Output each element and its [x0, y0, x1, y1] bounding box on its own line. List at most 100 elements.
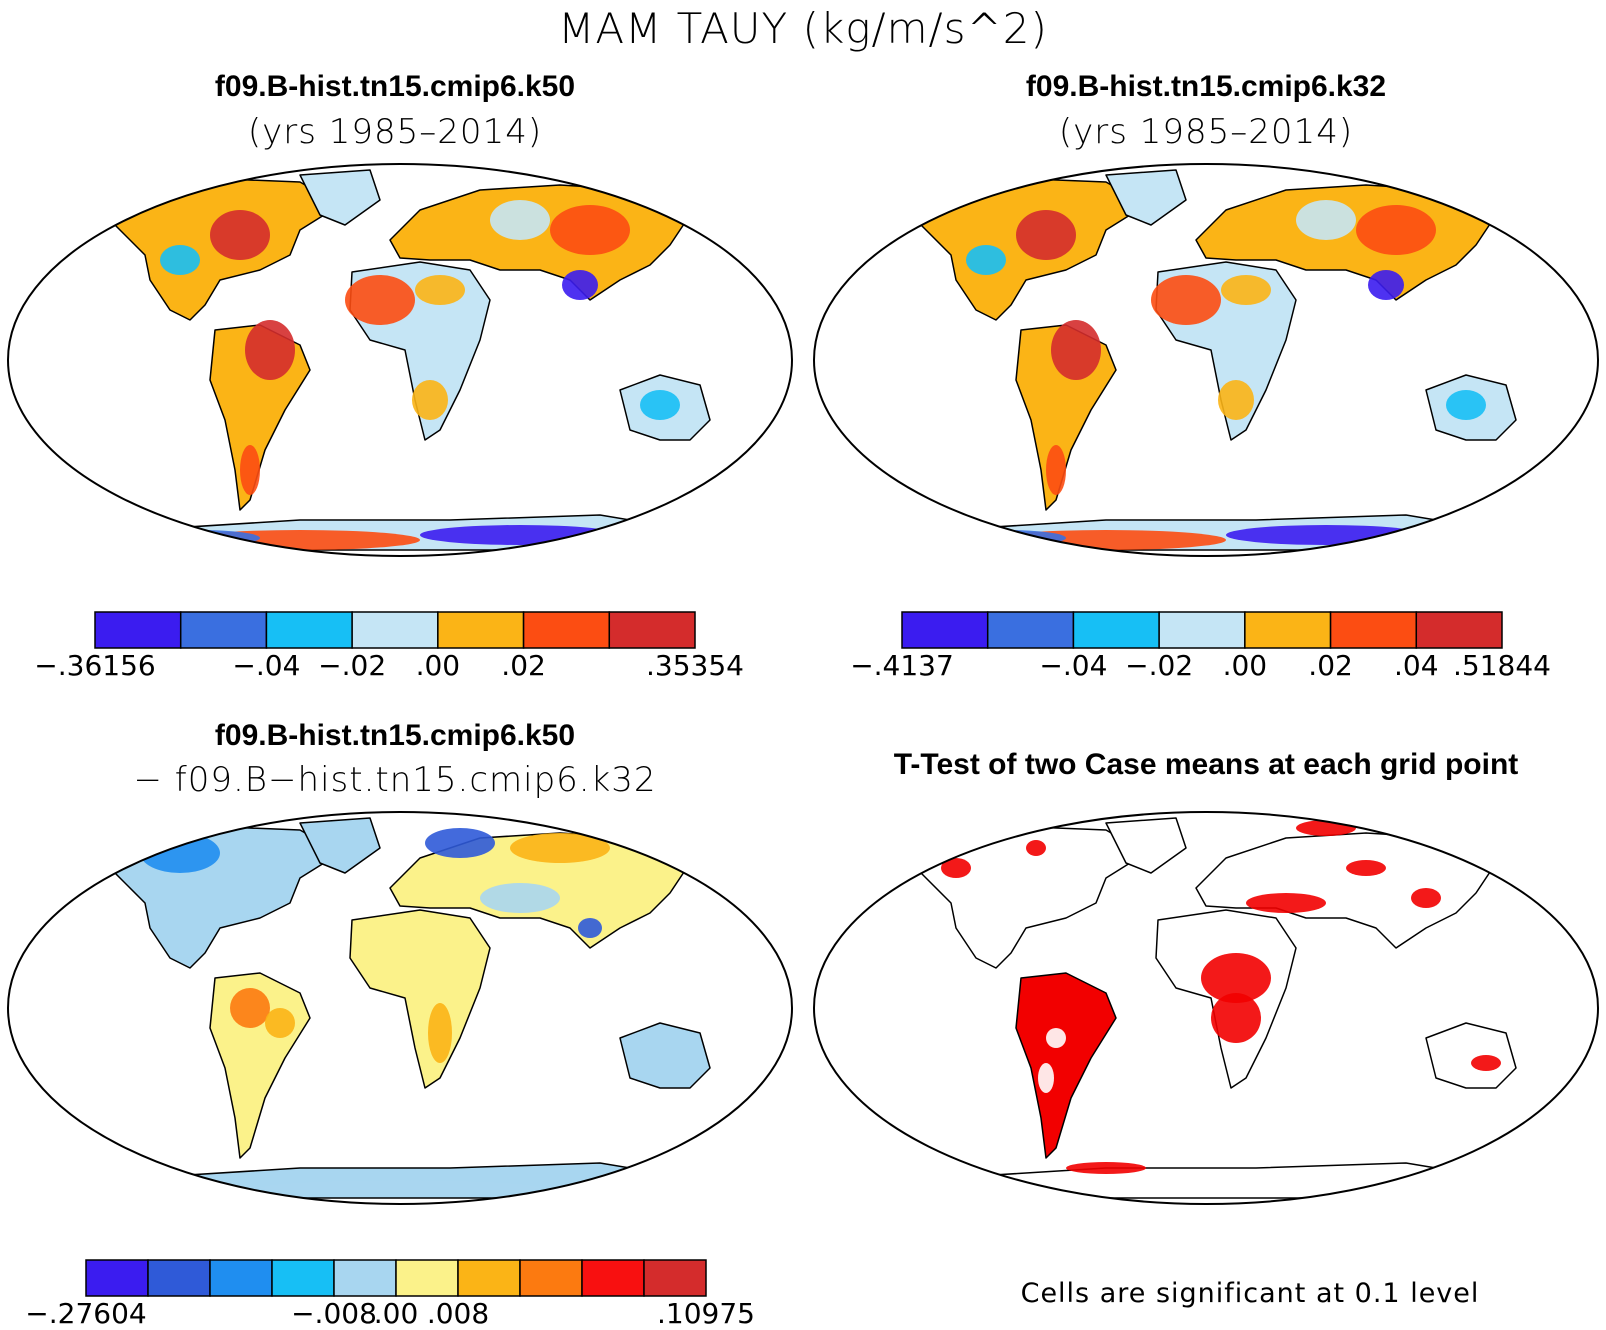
field-patch [260, 1180, 540, 1196]
colorbar-box [85, 1259, 149, 1297]
panel-2-map [813, 163, 1599, 557]
field-patch [1368, 270, 1404, 300]
panel-4-title: T-Test of two Case means at each grid po… [893, 748, 1519, 781]
colorbar-tick-label: .10975 [657, 1297, 755, 1330]
colorbar-tick-label: −.36156 [34, 649, 156, 682]
field-patch [1046, 1028, 1066, 1048]
panel-3-map [7, 811, 793, 1205]
colorbar-tick-label: −.02 [1125, 649, 1194, 682]
panel-3-colorbar [85, 1259, 707, 1297]
colorbar-box [179, 611, 268, 649]
field-patch [1226, 525, 1426, 545]
field-patch [1151, 275, 1221, 325]
colorbar-box [608, 611, 696, 649]
figure-title: MAM TAUY (kg/m/s^2) [558, 4, 1048, 53]
field-patch [245, 320, 295, 380]
map-frame [813, 163, 1599, 557]
field-patch [490, 200, 550, 240]
field-patch [946, 530, 1066, 546]
panel-3-title: f09.B-hist.tn15.cmip6.k50 [214, 719, 576, 752]
colorbar-tick-label: .008 [426, 1297, 490, 1330]
field-patch [160, 245, 200, 275]
colorbar-box [395, 1259, 459, 1297]
field-patch [412, 380, 448, 420]
colorbar-tick-label: −.04 [232, 649, 301, 682]
landmass-australia [1425, 1022, 1517, 1089]
colorbar-box [986, 611, 1075, 649]
colorbar-box [209, 1259, 273, 1297]
colorbar-tick-label: .02 [1308, 649, 1353, 682]
colorbar-tick-label: −.04 [1039, 649, 1108, 682]
field-patch [210, 210, 270, 260]
field-patch [265, 1008, 295, 1038]
field-patch [1446, 390, 1486, 420]
colorbar-tick-label: .00 [373, 1297, 419, 1330]
colorbar-tick-label: .00 [1222, 649, 1268, 682]
colorbar-box [522, 611, 611, 649]
field-patch [1046, 445, 1066, 495]
colorbar-tick-label: −.4137 [850, 649, 954, 682]
field-patch [420, 525, 620, 545]
landmass-greenland [1105, 817, 1187, 874]
landmass-australia [619, 1022, 711, 1089]
field-patch [1038, 1063, 1054, 1093]
field-patch [1066, 1162, 1146, 1174]
colorbar-box [271, 1259, 335, 1297]
colorbar-box [1415, 611, 1503, 649]
landmass-greenland [299, 169, 381, 226]
field-patch [1051, 320, 1101, 380]
field-patch [510, 833, 610, 863]
panel-1-title: f09.B-hist.tn15.cmip6.k50 [214, 70, 576, 103]
field-patch [140, 530, 260, 546]
field-patch [966, 245, 1006, 275]
colorbar-tick-label: .51844 [1453, 649, 1551, 682]
field-patch [345, 275, 415, 325]
colorbar-box [351, 611, 439, 649]
map-frame [7, 811, 793, 1205]
colorbar-tick-label: −.02 [318, 649, 387, 682]
colorbar-box [457, 1259, 521, 1297]
field-patch [1356, 205, 1436, 255]
panel-1-subtitle: (yrs 1985–2014) [247, 112, 543, 152]
panel-3-subtitle: − f09.B−hist.tn15.cmip6.k32 [133, 760, 657, 800]
landmass-greenland [1105, 169, 1187, 226]
colorbar-box [147, 1259, 211, 1297]
panel-1-map [7, 163, 793, 557]
field-patch [1471, 1055, 1501, 1071]
landmass-samerica [1015, 972, 1117, 1159]
colorbar-box [437, 611, 525, 649]
colorbar-tick-label: −.27604 [25, 1297, 147, 1330]
field-patch [230, 988, 270, 1028]
field-patch [240, 445, 260, 495]
field-patch [480, 883, 560, 913]
colorbar-box [94, 611, 182, 649]
colorbar-box [519, 1259, 583, 1297]
field-patch [415, 275, 465, 305]
significance-note: Cells are significant at 0.1 level [1020, 1278, 1480, 1309]
colorbar-tick-label: .00 [415, 649, 461, 682]
map-frame [813, 811, 1599, 1205]
map-frame [7, 163, 793, 557]
field-patch [425, 828, 495, 858]
field-patch [140, 833, 220, 873]
panel-2-subtitle: (yrs 1985–2014) [1058, 112, 1354, 152]
field-patch [1211, 993, 1261, 1043]
panel-1-colorbar [94, 611, 696, 649]
field-patch [1016, 210, 1076, 260]
field-patch [1246, 893, 1326, 913]
landmass-africa [349, 909, 491, 1089]
field-patch [578, 918, 602, 938]
colorbar-box [643, 1259, 707, 1297]
panel-4-map [813, 811, 1599, 1205]
field-patch [550, 205, 630, 255]
panel-2-colorbar [901, 611, 1503, 649]
field-patch [640, 390, 680, 420]
landmass-greenland [299, 817, 381, 874]
colorbar-box [1244, 611, 1332, 649]
field-patch [941, 858, 971, 878]
colorbar-box [1072, 611, 1160, 649]
field-patch [1411, 888, 1441, 908]
colorbar-box [1329, 611, 1418, 649]
field-patch [1218, 380, 1254, 420]
field-patch [562, 270, 598, 300]
